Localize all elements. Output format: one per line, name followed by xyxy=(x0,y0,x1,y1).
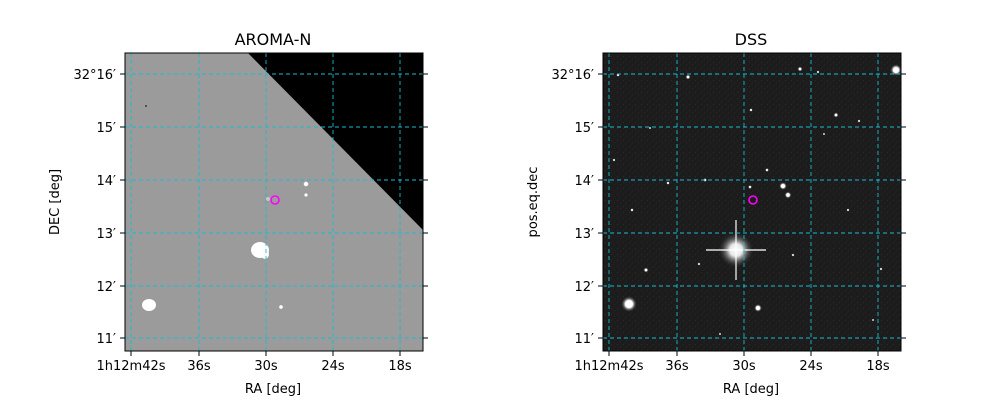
ra-tick-label: 24s xyxy=(321,359,345,374)
dec-tick-label: 14′ xyxy=(97,174,117,189)
target-marker xyxy=(748,195,758,205)
dec-tick-label: 14′ xyxy=(575,174,595,189)
x-axis-label: RA [deg] xyxy=(723,382,779,397)
dec-tick-label: 13′ xyxy=(575,227,595,242)
star-blob xyxy=(142,299,156,311)
panel-title: AROMA-N xyxy=(235,30,312,49)
no-data-region xyxy=(248,53,423,230)
dec-tick-label: 11′ xyxy=(97,332,117,347)
ra-tick-label: 18s xyxy=(866,359,890,374)
ra-tick-label: 1h12m42s xyxy=(96,359,165,374)
coordinate-grid xyxy=(125,53,423,351)
ra-tick-label: 24s xyxy=(799,359,823,374)
dec-tick-label: 15′ xyxy=(575,121,595,136)
ra-tick-label: 36s xyxy=(187,359,211,374)
dss-figure: DSS xyxy=(526,30,906,397)
coordinate-grid xyxy=(603,53,901,351)
ra-tick-label: 30s xyxy=(254,359,278,374)
dec-tick-label: 32°16′ xyxy=(73,68,116,83)
dec-tick-label: 13′ xyxy=(97,227,117,242)
dss-image xyxy=(603,53,901,351)
dec-tick-label: 11′ xyxy=(575,332,595,347)
panel-title: DSS xyxy=(735,30,768,49)
dec-tick-label: 12′ xyxy=(575,280,595,295)
ra-tick-label: 30s xyxy=(732,359,756,374)
aroma-n-figure: AROMA-N xyxy=(48,30,428,397)
target-marker xyxy=(270,195,280,205)
aroma-n-panel: AROMA-N xyxy=(0,0,480,400)
dec-tick-label: 32°16′ xyxy=(551,68,594,83)
dec-tick-label: 15′ xyxy=(97,121,117,136)
ra-tick-label: 36s xyxy=(665,359,689,374)
x-axis-label: RA [deg] xyxy=(245,382,301,397)
dss-panel: DSS xyxy=(478,0,958,400)
aroma-n-image xyxy=(125,53,423,351)
dec-tick-label: 12′ xyxy=(97,280,117,295)
y-axis-label: pos.eq.dec xyxy=(526,167,541,238)
y-axis-label: DEC [deg] xyxy=(48,169,63,235)
ra-tick-label: 1h12m42s xyxy=(574,359,643,374)
ra-tick-label: 18s xyxy=(388,359,412,374)
